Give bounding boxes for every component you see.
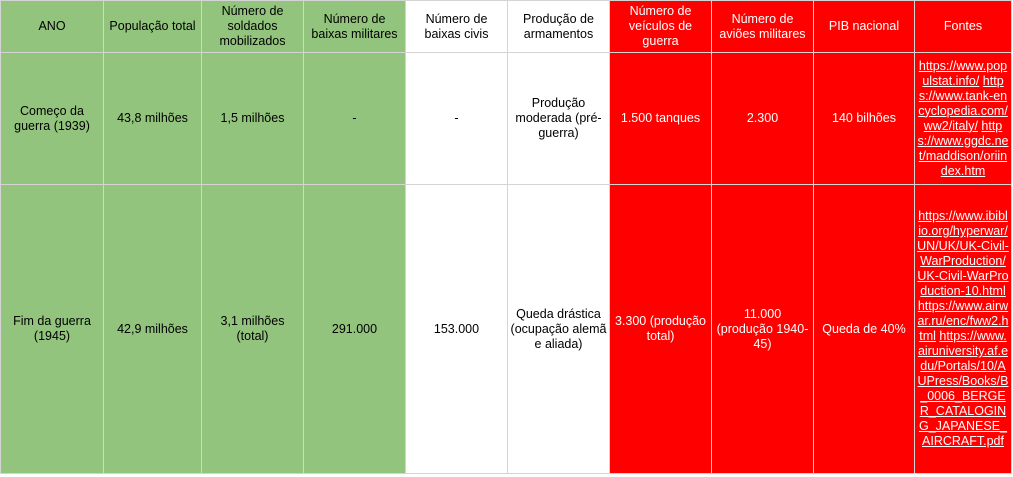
cell-baixas-militares: - [303, 52, 406, 185]
header-soldados-mobilizados: Número de soldados mobilizados [201, 0, 304, 53]
table-row: Começo da guerra (1939) 43,8 milhões 1,5… [0, 52, 1012, 185]
cell-soldados: 3,1 milhões (total) [201, 184, 304, 474]
header-populacao-total: População total [103, 0, 202, 53]
cell-veiculos: 1.500 tanques [609, 52, 712, 185]
header-baixas-militares: Número de baixas militares [303, 0, 406, 53]
cell-populacao: 43,8 milhões [103, 52, 202, 185]
header-producao-armamentos: Produção de armamentos [507, 0, 610, 53]
cell-pib: Queda de 40% [813, 184, 915, 474]
source-link[interactable]: https://www.populstat.info/ [918, 58, 1008, 88]
cell-baixas-civis: - [405, 52, 508, 185]
source-link[interactable]: https://www.ibiblio.org/hyperwar/UN/UK/U… [917, 209, 1009, 298]
cell-avioes: 2.300 [711, 52, 814, 185]
source-link[interactable]: https://www.airuniversity.af.edu/Portals… [917, 329, 1009, 448]
cell-soldados: 1,5 milhões [201, 52, 304, 185]
cell-ano: Começo da guerra (1939) [0, 52, 104, 185]
source-link[interactable]: https://www.tank-encyclopedia.com/ww2/it… [918, 73, 1008, 133]
cell-baixas-militares: 291.000 [303, 184, 406, 474]
cell-armamentos: Produção moderada (pré-guerra) [507, 52, 610, 185]
header-baixas-civis: Número de baixas civis [405, 0, 508, 53]
cell-baixas-civis: 153.000 [405, 184, 508, 474]
header-veiculos-guerra: Número de veículos de guerra [609, 0, 712, 53]
table-row: Fim da guerra (1945) 42,9 milhões 3,1 mi… [0, 184, 1012, 474]
cell-ano: Fim da guerra (1945) [0, 184, 104, 474]
source-link[interactable]: https://www.airwar.ru/enc/fww2.html [917, 299, 1009, 343]
cell-pib: 140 bilhões [813, 52, 915, 185]
cell-armamentos: Queda drástica (ocupação alemã e aliada) [507, 184, 610, 474]
header-row: ANO População total Número de soldados m… [0, 0, 1012, 53]
header-ano: ANO [0, 0, 104, 53]
cell-fontes: https://www.populstat.info/ https://www.… [914, 52, 1012, 185]
source-link[interactable]: https://www.ggdc.net/maddison/oriindex.h… [917, 118, 1009, 178]
header-avioes-militares: Número de aviões militares [711, 0, 814, 53]
header-fontes: Fontes [914, 0, 1012, 53]
cell-avioes: 11.000 (produção 1940-45) [711, 184, 814, 474]
cell-fontes: https://www.ibiblio.org/hyperwar/UN/UK/U… [914, 184, 1012, 474]
cell-veiculos: 3.300 (produção total) [609, 184, 712, 474]
header-pib-nacional: PIB nacional [813, 0, 915, 53]
cell-populacao: 42,9 milhões [103, 184, 202, 474]
